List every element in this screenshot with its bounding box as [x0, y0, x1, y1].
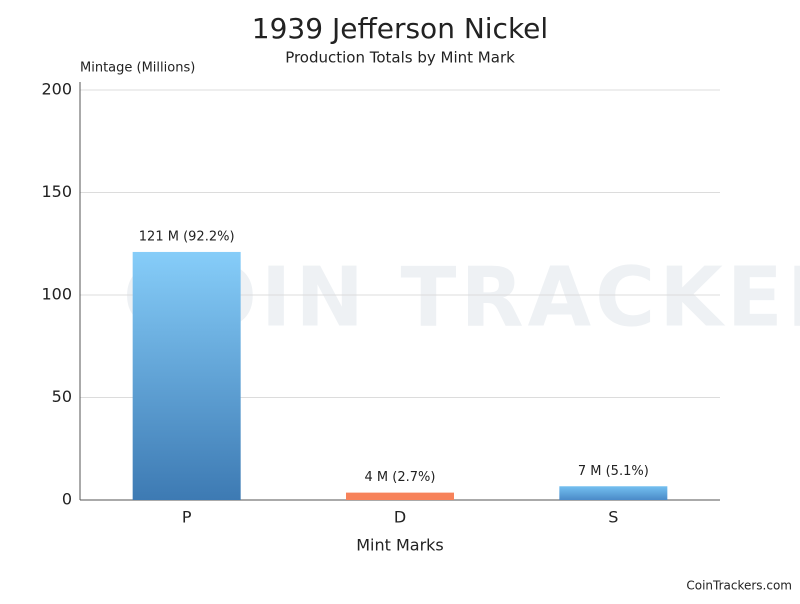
- y-tick-label: 200: [41, 80, 72, 99]
- value-label: 121 M (92.2%): [139, 229, 235, 244]
- y-tick-label: 100: [41, 285, 72, 304]
- y-tick-label: 50: [52, 387, 72, 406]
- value-label: 7 M (5.1%): [578, 464, 649, 479]
- y-axis-label: Mintage (Millions): [80, 61, 195, 76]
- x-tick-label: P: [182, 508, 192, 527]
- x-tick-label: S: [608, 508, 618, 527]
- x-tick-label: D: [394, 508, 406, 527]
- bar: [346, 493, 454, 500]
- chart-title: 1939 Jefferson Nickel: [252, 12, 548, 45]
- x-axis-label: Mint Marks: [356, 536, 444, 555]
- y-tick-label: 0: [62, 490, 72, 509]
- footer: CoinTrackers.com: [686, 579, 792, 593]
- y-tick-label: 150: [41, 182, 72, 201]
- bar: [559, 486, 667, 500]
- bar: [133, 252, 241, 500]
- value-label: 4 M (2.7%): [365, 470, 436, 485]
- chart-subtitle: Production Totals by Mint Mark: [285, 49, 515, 67]
